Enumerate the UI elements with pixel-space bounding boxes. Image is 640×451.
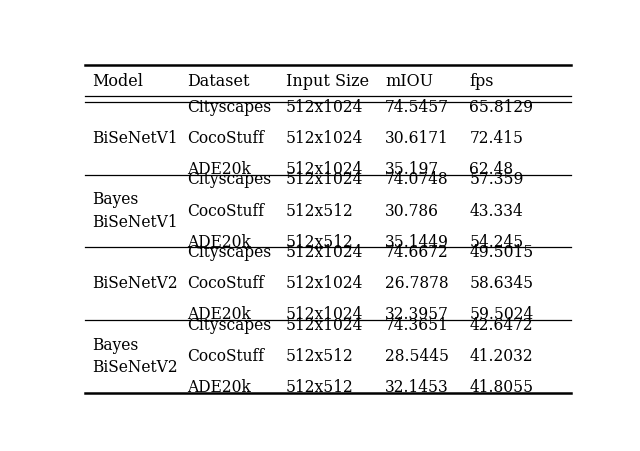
Text: ADE20k: ADE20k — [187, 306, 250, 323]
Text: Cityscapes: Cityscapes — [187, 99, 271, 116]
Text: CocoStuff: CocoStuff — [187, 130, 264, 147]
Text: ADE20k: ADE20k — [187, 161, 250, 178]
Text: 512x1024: 512x1024 — [286, 244, 364, 261]
Text: 57.359: 57.359 — [469, 171, 524, 189]
Text: 35.197: 35.197 — [385, 161, 439, 178]
Text: 32.3957: 32.3957 — [385, 306, 449, 323]
Text: 49.5015: 49.5015 — [469, 244, 534, 261]
Text: 512x1024: 512x1024 — [286, 171, 364, 189]
Text: 62.48: 62.48 — [469, 161, 513, 178]
Text: ADE20k: ADE20k — [187, 234, 250, 251]
Text: 512x1024: 512x1024 — [286, 306, 364, 323]
Text: CocoStuff: CocoStuff — [187, 202, 264, 220]
Text: 58.6345: 58.6345 — [469, 275, 534, 292]
Text: BiSeNetV2: BiSeNetV2 — [92, 275, 178, 292]
Text: 512x1024: 512x1024 — [286, 275, 364, 292]
Text: Cityscapes: Cityscapes — [187, 317, 271, 334]
Text: 74.5457: 74.5457 — [385, 99, 449, 116]
Text: 512x512: 512x512 — [286, 234, 353, 251]
Text: 512x1024: 512x1024 — [286, 99, 364, 116]
Text: 74.6672: 74.6672 — [385, 244, 449, 261]
Text: Input Size: Input Size — [286, 74, 369, 90]
Text: 30.786: 30.786 — [385, 202, 439, 220]
Text: 59.5024: 59.5024 — [469, 306, 534, 323]
Text: 74.3651: 74.3651 — [385, 317, 449, 334]
Text: 54.245: 54.245 — [469, 234, 524, 251]
Text: Bayes
BiSeNetV1: Bayes BiSeNetV1 — [92, 191, 178, 230]
Text: 41.2032: 41.2032 — [469, 348, 533, 365]
Text: 512x512: 512x512 — [286, 202, 353, 220]
Text: ADE20k: ADE20k — [187, 379, 250, 396]
Text: 74.0748: 74.0748 — [385, 171, 449, 189]
Text: 512x1024: 512x1024 — [286, 130, 364, 147]
Text: BiSeNetV1: BiSeNetV1 — [92, 130, 178, 147]
Text: 26.7878: 26.7878 — [385, 275, 449, 292]
Text: Cityscapes: Cityscapes — [187, 244, 271, 261]
Text: 32.1453: 32.1453 — [385, 379, 449, 396]
Text: 42.6472: 42.6472 — [469, 317, 533, 334]
Text: 512x1024: 512x1024 — [286, 317, 364, 334]
Text: Cityscapes: Cityscapes — [187, 171, 271, 189]
Text: 512x512: 512x512 — [286, 379, 353, 396]
Text: 41.8055: 41.8055 — [469, 379, 534, 396]
Text: 30.6171: 30.6171 — [385, 130, 449, 147]
Text: 512x1024: 512x1024 — [286, 161, 364, 178]
Text: fps: fps — [469, 74, 494, 90]
Text: Dataset: Dataset — [187, 74, 249, 90]
Text: 65.8129: 65.8129 — [469, 99, 533, 116]
Text: Bayes
BiSeNetV2: Bayes BiSeNetV2 — [92, 337, 178, 376]
Text: 35.1449: 35.1449 — [385, 234, 449, 251]
Text: CocoStuff: CocoStuff — [187, 348, 264, 365]
Text: 28.5445: 28.5445 — [385, 348, 449, 365]
Text: 512x512: 512x512 — [286, 348, 353, 365]
Text: Model: Model — [92, 74, 143, 90]
Text: 72.415: 72.415 — [469, 130, 524, 147]
Text: CocoStuff: CocoStuff — [187, 275, 264, 292]
Text: 43.334: 43.334 — [469, 202, 523, 220]
Text: mIOU: mIOU — [385, 74, 433, 90]
